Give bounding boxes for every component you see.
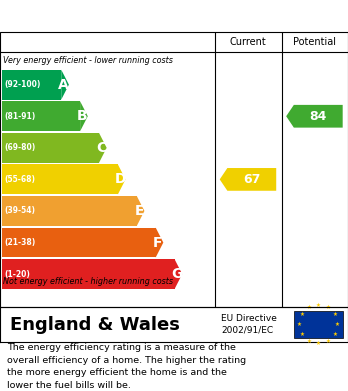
Text: (21-38): (21-38) [5,238,36,247]
Text: ★: ★ [333,312,338,317]
Polygon shape [99,133,106,163]
Text: ★: ★ [335,322,340,327]
Text: ★: ★ [316,341,321,346]
Text: B: B [77,109,88,123]
Text: ★: ★ [333,332,338,337]
Text: (81-91): (81-91) [5,112,36,121]
Bar [2,196,137,226]
Text: Not energy efficient - higher running costs: Not energy efficient - higher running co… [3,277,174,286]
Bar [2,259,175,289]
Text: (1-20): (1-20) [5,270,30,279]
Text: (39-54): (39-54) [5,206,35,215]
Polygon shape [175,259,182,289]
Text: EU Directive
2002/91/EC: EU Directive 2002/91/EC [221,314,277,335]
Text: ★: ★ [316,303,321,308]
Text: C: C [96,141,106,155]
Bar [2,70,61,100]
Bar [294,311,343,338]
Text: 84: 84 [310,110,327,123]
Text: A: A [58,78,69,91]
Text: 67: 67 [243,173,261,186]
Text: ★: ★ [297,322,302,327]
Text: ★: ★ [306,305,311,310]
Text: ★: ★ [325,339,331,344]
Text: ★: ★ [325,305,331,310]
Text: D: D [114,172,126,187]
Text: ★: ★ [299,332,304,337]
Text: (69-80): (69-80) [5,143,36,152]
Polygon shape [220,168,276,191]
Text: Very energy efficient - lower running costs: Very energy efficient - lower running co… [3,56,173,65]
Text: F: F [153,235,163,249]
Bar [2,165,118,194]
Bar [2,228,156,258]
Bar [2,101,80,131]
Text: E: E [134,204,144,218]
Polygon shape [137,196,144,226]
Polygon shape [80,101,88,131]
Polygon shape [118,165,126,194]
Text: Potential: Potential [293,37,336,47]
Text: ★: ★ [306,339,311,344]
Text: ★: ★ [299,312,304,317]
Text: The energy efficiency rating is a measure of the
overall efficiency of a home. T: The energy efficiency rating is a measur… [7,343,246,389]
Text: Current: Current [230,37,267,47]
Text: Energy Efficiency Rating: Energy Efficiency Rating [10,7,239,25]
Text: (55-68): (55-68) [5,175,35,184]
Text: (92-100): (92-100) [5,80,41,89]
Polygon shape [156,228,163,258]
Bar [2,133,99,163]
Text: G: G [171,267,183,281]
Polygon shape [286,105,343,127]
Polygon shape [61,70,69,100]
Text: England & Wales: England & Wales [10,316,180,334]
